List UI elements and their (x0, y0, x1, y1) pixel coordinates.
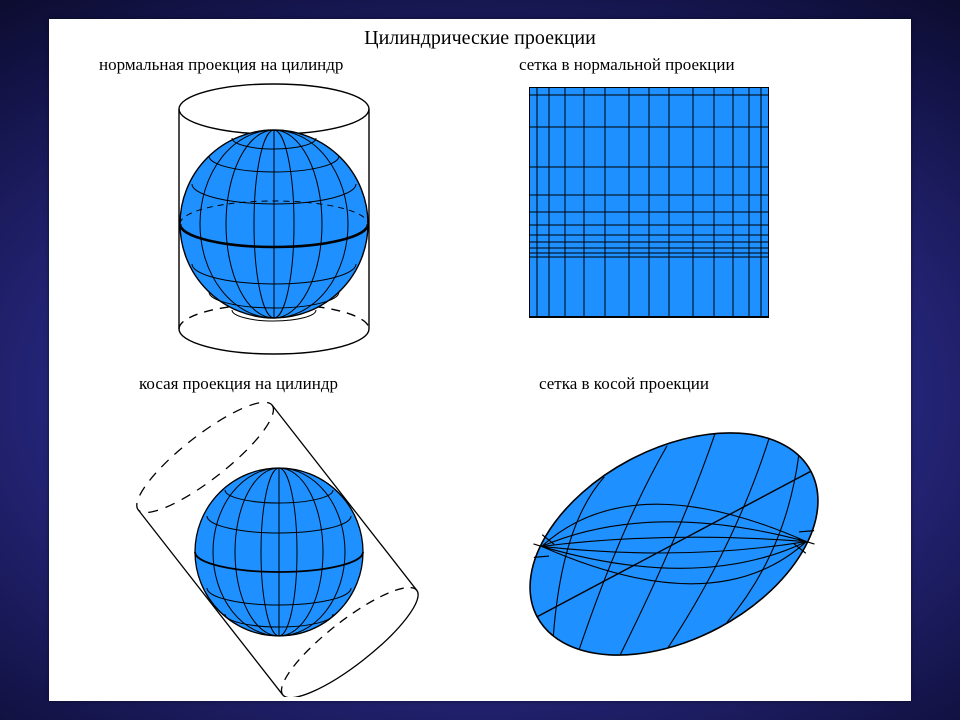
label-tr: сетка в нормальной проекции (519, 55, 735, 75)
panel-oblique-cylinder (119, 397, 439, 697)
panel-normal-cylinder (159, 74, 389, 374)
label-tl: нормальная проекция на цилиндр (99, 55, 343, 75)
page-title: Цилиндрические проекции (49, 27, 911, 50)
slide: Цилиндрические проекции нормальная проек… (49, 19, 911, 701)
oblique-cylinder-icon (119, 397, 439, 697)
panel-normal-grid (529, 87, 769, 327)
normal-cylinder-icon (159, 74, 389, 374)
normal-grid-icon (529, 87, 769, 327)
label-bl: косая проекция на цилиндр (139, 374, 338, 394)
label-br: сетка в косой проекции (539, 374, 709, 394)
oblique-grid-icon (509, 414, 839, 674)
panel-oblique-grid (509, 414, 839, 674)
stage: Цилиндрические проекции нормальная проек… (0, 0, 960, 720)
